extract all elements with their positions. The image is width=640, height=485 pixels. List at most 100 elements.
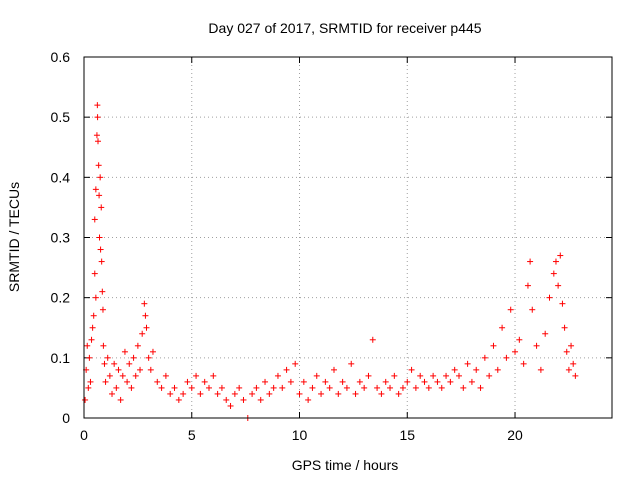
data-point — [119, 372, 126, 379]
data-point — [91, 270, 98, 277]
data-point — [141, 300, 148, 307]
data-point — [218, 384, 225, 391]
data-point — [111, 360, 118, 367]
data-point — [369, 336, 376, 343]
data-point — [447, 378, 454, 385]
data-point — [279, 384, 286, 391]
data-point — [236, 384, 243, 391]
x-tick-label: 5 — [188, 427, 196, 443]
data-point — [93, 132, 100, 139]
data-point — [130, 354, 137, 361]
y-tick-label: 0.1 — [51, 350, 71, 366]
data-point — [115, 366, 122, 373]
data-point — [85, 384, 92, 391]
data-point — [563, 348, 570, 355]
data-point — [322, 378, 329, 385]
data-point — [197, 390, 204, 397]
data-point — [86, 354, 93, 361]
data-point — [527, 258, 534, 265]
data-point — [292, 360, 299, 367]
data-point — [326, 384, 333, 391]
data-point — [572, 372, 579, 379]
data-point — [565, 366, 572, 373]
y-tick-label: 0.2 — [51, 290, 71, 306]
data-point — [101, 360, 108, 367]
data-point — [253, 384, 260, 391]
data-point — [132, 372, 139, 379]
data-point — [117, 396, 124, 403]
data-point — [137, 366, 144, 373]
data-point — [507, 306, 514, 313]
data-point — [184, 378, 191, 385]
data-point — [139, 330, 146, 337]
data-point — [494, 366, 501, 373]
data-point — [391, 372, 398, 379]
data-point — [300, 378, 307, 385]
data-points — [82, 102, 579, 421]
y-tick-label: 0.5 — [51, 109, 71, 125]
data-point — [89, 324, 96, 331]
data-point — [121, 348, 128, 355]
data-point — [201, 378, 208, 385]
data-point — [537, 366, 544, 373]
data-point — [84, 342, 91, 349]
data-point — [542, 330, 549, 337]
data-point — [524, 282, 531, 289]
data-point — [210, 372, 217, 379]
data-point — [473, 366, 480, 373]
data-point — [143, 324, 150, 331]
chart-title: Day 027 of 2017, SRMTID for receiver p44… — [208, 20, 481, 36]
data-point — [520, 360, 527, 367]
data-point — [499, 324, 506, 331]
data-point — [434, 378, 441, 385]
data-point — [387, 384, 394, 391]
data-point — [97, 246, 104, 253]
data-point — [270, 384, 277, 391]
y-tick-label: 0.6 — [51, 49, 71, 65]
data-point — [193, 372, 200, 379]
data-point — [438, 384, 445, 391]
data-point — [296, 390, 303, 397]
data-point — [214, 390, 221, 397]
data-point — [287, 378, 294, 385]
data-point — [529, 306, 536, 313]
data-point — [561, 324, 568, 331]
data-point — [113, 384, 120, 391]
data-point — [147, 366, 154, 373]
x-tick-label: 10 — [292, 427, 308, 443]
data-point — [570, 360, 577, 367]
data-point — [318, 390, 325, 397]
data-point — [559, 300, 566, 307]
data-point — [96, 234, 103, 241]
data-point — [98, 258, 105, 265]
data-point — [96, 192, 103, 199]
x-tick-label: 20 — [507, 427, 523, 443]
data-point — [330, 366, 337, 373]
data-point — [97, 174, 104, 181]
data-point — [356, 378, 363, 385]
x-tick-label: 0 — [80, 427, 88, 443]
data-point — [82, 396, 89, 403]
data-point — [223, 396, 230, 403]
x-tick-label: 15 — [399, 427, 415, 443]
data-point — [180, 390, 187, 397]
data-point — [455, 372, 462, 379]
data-point — [305, 396, 312, 403]
data-point — [408, 366, 415, 373]
data-point — [421, 378, 428, 385]
data-point — [568, 342, 575, 349]
data-point — [262, 378, 269, 385]
data-point — [283, 366, 290, 373]
data-point — [404, 378, 411, 385]
y-axis-label: SRMTID / TECUs — [6, 182, 22, 292]
data-point — [126, 360, 133, 367]
data-point — [343, 384, 350, 391]
data-point — [109, 390, 116, 397]
data-point — [503, 354, 510, 361]
data-point — [91, 216, 98, 223]
data-point — [477, 384, 484, 391]
data-point — [257, 396, 264, 403]
data-point — [162, 372, 169, 379]
